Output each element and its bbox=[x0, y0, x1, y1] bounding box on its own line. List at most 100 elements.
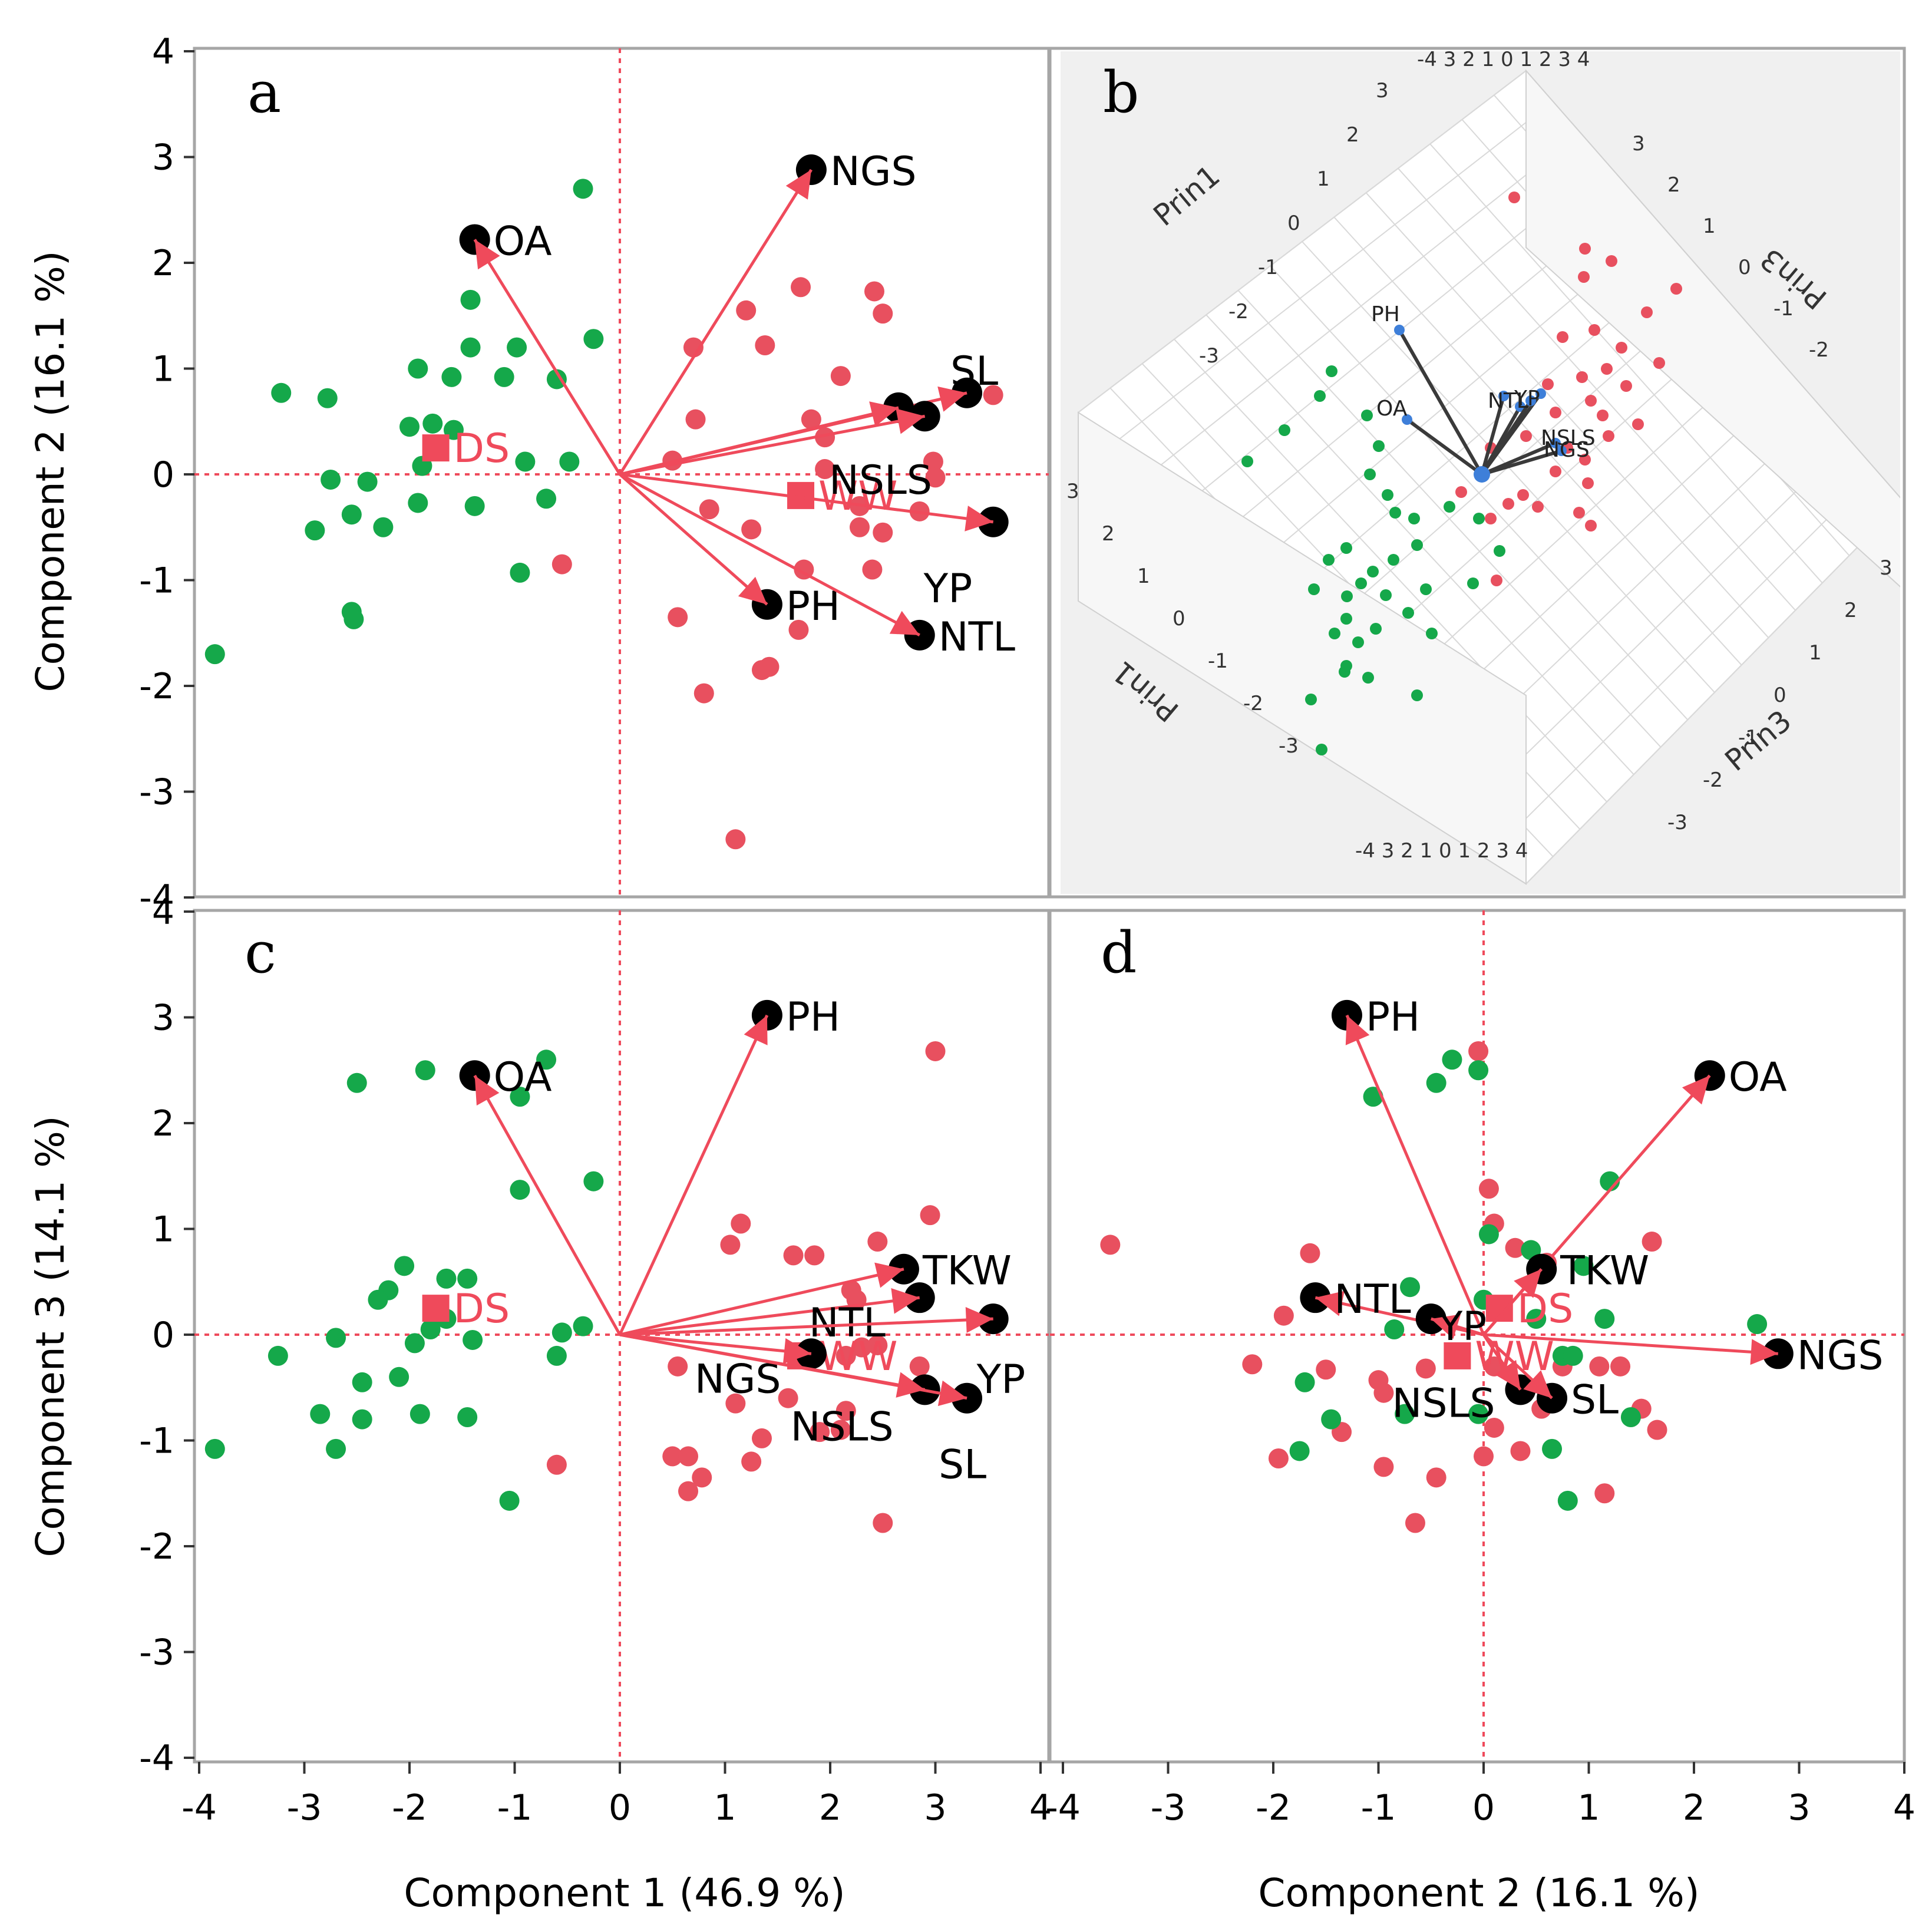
panel-b-tick-label: 0 bbox=[1287, 212, 1300, 235]
data-point bbox=[925, 467, 946, 488]
data-point bbox=[849, 517, 870, 537]
data-point bbox=[830, 366, 851, 387]
loading-arrowhead-sl bbox=[937, 386, 967, 412]
x-tick-label: 2 bbox=[1683, 1787, 1705, 1828]
data-point bbox=[678, 1481, 699, 1501]
data-point bbox=[788, 619, 809, 640]
series-ds bbox=[204, 179, 604, 665]
data-point bbox=[867, 1335, 888, 1355]
y-tick-label: -4 bbox=[139, 877, 174, 919]
panel-b-data-point bbox=[1367, 566, 1379, 577]
loading-arrowhead-ngs bbox=[1750, 1339, 1778, 1365]
data-point bbox=[463, 1329, 483, 1350]
data-point bbox=[415, 1060, 435, 1081]
data-point bbox=[546, 1454, 567, 1475]
data-point bbox=[204, 644, 225, 665]
panel-b-tick-label: 1 bbox=[1137, 565, 1150, 588]
panel-b-data-point bbox=[1582, 477, 1594, 489]
data-point bbox=[357, 471, 378, 492]
data-point bbox=[1373, 1457, 1394, 1477]
data-point bbox=[1426, 1467, 1446, 1488]
data-point bbox=[804, 1245, 825, 1266]
data-point bbox=[546, 1345, 567, 1366]
panel-b-data-point bbox=[1579, 454, 1591, 466]
data-point bbox=[420, 1319, 441, 1340]
x-tick-label: 2 bbox=[819, 1787, 841, 1828]
panel-b-data-point bbox=[1550, 466, 1561, 477]
data-point bbox=[1468, 1404, 1489, 1424]
panel-b-data-point bbox=[1494, 545, 1505, 557]
loading-label-nsls: NSLS bbox=[1392, 1380, 1495, 1427]
panel-b-tick-label: 1 bbox=[1703, 214, 1716, 238]
data-point bbox=[510, 562, 530, 583]
panel-b-data-point bbox=[1305, 694, 1317, 705]
data-point bbox=[373, 517, 394, 537]
panel-b-data-point bbox=[1573, 507, 1585, 519]
y-tick-label: 2 bbox=[152, 243, 174, 284]
panel-b-tick-label: 3 bbox=[1376, 79, 1389, 103]
loading-arrowhead-ph bbox=[744, 1015, 768, 1045]
loading-arrowhead-sl bbox=[937, 1380, 967, 1407]
data-point bbox=[436, 1268, 457, 1289]
panel-letter-d: d bbox=[1101, 920, 1137, 986]
panel-b-vector-tip bbox=[1550, 438, 1561, 448]
panel-b-tick-label: 2 bbox=[1844, 599, 1857, 622]
bottom-axis-ticks: -4 -3 -2 -1 0 1 2 3 4-4 -3 -2 -1 0 1 2 3 4 bbox=[181, 1762, 1916, 1828]
data-point bbox=[862, 559, 883, 580]
y-tick-label: 3 bbox=[152, 137, 174, 179]
y-tick-label: -2 bbox=[139, 666, 174, 707]
data-point bbox=[731, 1213, 751, 1234]
panel-b-tick-label: 0 bbox=[1738, 256, 1751, 279]
panel-b-data-point bbox=[1467, 577, 1479, 589]
panel-b-data-point bbox=[1402, 607, 1414, 619]
loading-label-tkw: TKW bbox=[1560, 1248, 1649, 1295]
data-point bbox=[725, 1393, 746, 1414]
panel-b-vector-label-yp: YP bbox=[1514, 387, 1540, 411]
panel-b-data-point bbox=[1455, 486, 1467, 498]
data-point bbox=[1400, 1277, 1421, 1298]
panel-b-vector-label-oa: OA bbox=[1376, 397, 1408, 421]
centroid-label-ww: WW bbox=[818, 473, 897, 520]
panel-b-data-point bbox=[1355, 577, 1367, 589]
data-point bbox=[536, 1049, 557, 1070]
data-point bbox=[815, 459, 835, 480]
y-tick-label: 0 bbox=[152, 1315, 174, 1356]
loading-arrowhead-nsls bbox=[896, 1372, 925, 1398]
panel-b-data-point bbox=[1411, 539, 1423, 551]
y-tick-label: 0 bbox=[152, 454, 174, 496]
data-point bbox=[1620, 1407, 1641, 1428]
data-point bbox=[399, 417, 420, 437]
loading-arrowhead-ngs bbox=[785, 170, 811, 200]
data-point bbox=[801, 409, 821, 430]
panel-b-data-point bbox=[1340, 613, 1352, 625]
data-point bbox=[983, 385, 1003, 405]
data-point bbox=[499, 1490, 520, 1511]
loading-label-ph: PH bbox=[786, 583, 840, 630]
series-ww bbox=[1100, 1041, 1667, 1533]
loading-arrowhead-ph bbox=[738, 576, 767, 605]
loading-arrowhead-nsls bbox=[1494, 1359, 1521, 1390]
loading-arrowhead-tkw bbox=[874, 1262, 904, 1288]
panel-b-data-point bbox=[1388, 554, 1399, 566]
data-point bbox=[835, 1401, 856, 1421]
panel-b-vector-tip bbox=[1402, 414, 1412, 425]
data-point bbox=[460, 289, 481, 310]
x-tick-label: -1 bbox=[497, 1787, 533, 1828]
data-point bbox=[851, 1337, 872, 1358]
panel-b-gridline bbox=[1494, 470, 1877, 851]
loading-label-ntl: NTL bbox=[1334, 1276, 1411, 1323]
loading-label-yp: YP bbox=[976, 1356, 1026, 1403]
panel-b-tick-label: 0 bbox=[1173, 607, 1185, 631]
loading-arrowhead-ph bbox=[1345, 1015, 1370, 1045]
x-tick-label: 1 bbox=[714, 1787, 736, 1828]
y-axis-label-component-3: Component 3 (14.1 %) bbox=[28, 1115, 73, 1557]
data-point bbox=[394, 1256, 415, 1276]
panel-b-tick-label: -2 bbox=[1243, 692, 1263, 715]
panel-b-vector-label-nsls: NSLS bbox=[1541, 426, 1596, 450]
loading-arrowhead-yp bbox=[1431, 1314, 1461, 1339]
data-point bbox=[551, 554, 572, 575]
data-point bbox=[1474, 1446, 1494, 1467]
panel-letter-a: a bbox=[247, 60, 281, 126]
data-point bbox=[204, 1438, 225, 1459]
data-point bbox=[368, 1289, 388, 1310]
